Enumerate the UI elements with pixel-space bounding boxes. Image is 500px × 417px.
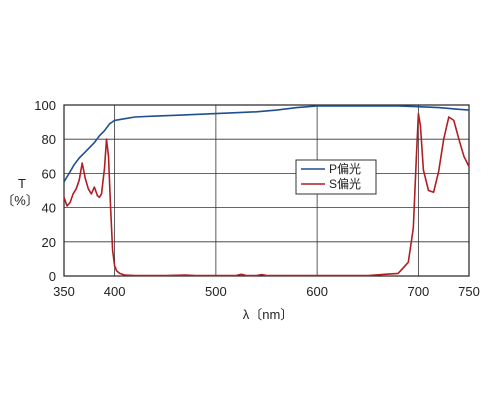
- x-tick-label: 750: [458, 284, 480, 299]
- series-line-p: [63, 105, 470, 183]
- y-tick-label: 20: [42, 235, 56, 250]
- legend: P偏光 S偏光: [295, 159, 377, 195]
- x-tick-label: 350: [53, 284, 75, 299]
- legend-box: [295, 159, 377, 195]
- x-tick-label: 400: [104, 284, 126, 299]
- series-lines: [63, 105, 470, 277]
- y-tick-label: 0: [49, 269, 56, 284]
- y-axis-label-line1: T: [18, 176, 26, 191]
- x-tick-label: 600: [306, 284, 328, 299]
- x-axis-label: λ〔nm〕: [243, 307, 294, 322]
- grid-lines: [64, 105, 469, 276]
- x-tick-label: 700: [408, 284, 430, 299]
- y-tick-label: 40: [42, 201, 56, 216]
- y-axis-label-line2: 〔%〕: [1, 193, 39, 208]
- y-axis-ticks: 0 20 40 60 80 100: [34, 98, 56, 284]
- y-tick-label: 60: [42, 166, 56, 181]
- x-tick-label: 500: [205, 284, 227, 299]
- x-axis-ticks: 350 400 500 600 700 750: [53, 284, 480, 299]
- series-line-s: [63, 112, 470, 277]
- plot-background: [64, 105, 469, 276]
- y-tick-label: 100: [34, 98, 56, 113]
- y-tick-label: 80: [42, 132, 56, 147]
- legend-label-p: P偏光: [329, 161, 361, 176]
- legend-label-s: S偏光: [329, 176, 361, 191]
